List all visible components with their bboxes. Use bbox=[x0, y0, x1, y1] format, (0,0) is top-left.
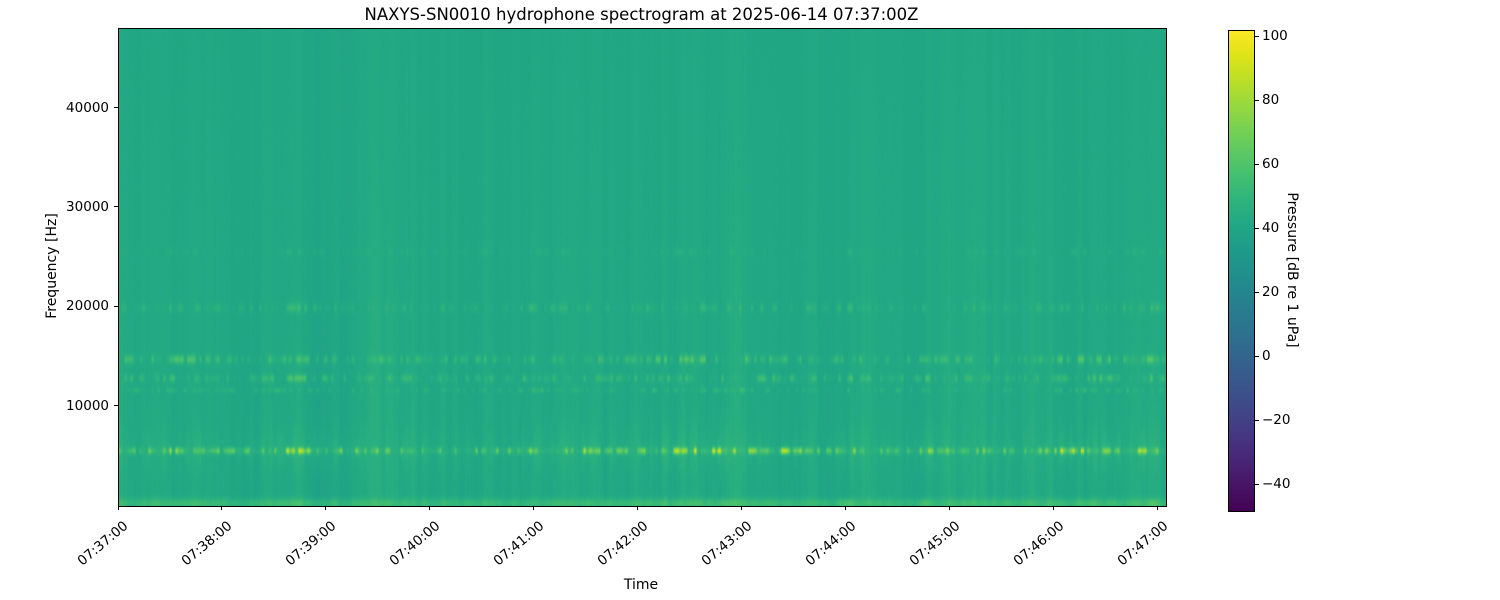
x-axis-label: Time bbox=[623, 577, 659, 593]
y-tick-label: 40000 bbox=[66, 99, 109, 116]
spectrogram-canvas bbox=[119, 29, 1166, 506]
y-tick-label: 10000 bbox=[66, 397, 109, 414]
colorbar-tick-mark bbox=[1255, 419, 1259, 421]
colorbar-tick-label: 80 bbox=[1262, 92, 1280, 109]
x-tick-label: 07:47:00 bbox=[1114, 518, 1172, 570]
colorbar-tick-label: −40 bbox=[1262, 476, 1291, 493]
colorbar bbox=[1228, 30, 1255, 512]
x-tick-mark bbox=[741, 506, 743, 510]
x-tick-label: 07:40:00 bbox=[386, 518, 444, 570]
y-tick-mark bbox=[114, 405, 118, 407]
y-tick-mark bbox=[114, 107, 118, 108]
x-tick-label: 07:46:00 bbox=[1010, 518, 1068, 570]
x-tick-label: 07:41:00 bbox=[490, 518, 548, 570]
colorbar-tick-label: 60 bbox=[1262, 156, 1280, 173]
x-tick-label: 07:42:00 bbox=[594, 518, 652, 570]
colorbar-label: Pressure [dB re 1 uPa] bbox=[1284, 192, 1300, 348]
x-tick-mark bbox=[949, 506, 951, 510]
x-tick-label: 07:44:00 bbox=[802, 518, 860, 570]
x-tick-label: 07:43:00 bbox=[698, 518, 756, 570]
colorbar-gradient bbox=[1229, 31, 1254, 511]
colorbar-tick-label: 0 bbox=[1262, 348, 1271, 365]
colorbar-tick-mark bbox=[1255, 291, 1259, 293]
x-tick-label: 07:38:00 bbox=[178, 518, 236, 570]
x-tick-mark bbox=[117, 506, 119, 510]
x-tick-mark bbox=[429, 506, 431, 510]
y-tick-label: 30000 bbox=[66, 198, 109, 215]
x-tick-mark bbox=[533, 506, 535, 510]
x-tick-mark bbox=[221, 506, 223, 510]
x-tick-mark bbox=[845, 506, 847, 510]
colorbar-tick-mark bbox=[1255, 35, 1259, 37]
x-tick-label: 07:37:00 bbox=[74, 518, 132, 570]
colorbar-tick-label: 40 bbox=[1262, 220, 1280, 237]
y-tick-label: 20000 bbox=[66, 298, 109, 315]
x-tick-mark bbox=[1053, 506, 1055, 510]
colorbar-tick-mark bbox=[1255, 227, 1259, 229]
colorbar-tick-mark bbox=[1255, 483, 1259, 485]
colorbar-tick-label: 100 bbox=[1262, 28, 1288, 45]
x-tick-mark bbox=[1157, 506, 1159, 510]
y-tick-mark bbox=[114, 305, 118, 307]
colorbar-tick-mark bbox=[1255, 355, 1259, 357]
x-tick-label: 07:39:00 bbox=[282, 518, 340, 570]
x-tick-label: 07:45:00 bbox=[906, 518, 964, 570]
colorbar-tick-mark bbox=[1255, 99, 1259, 101]
chart-title: NAXYS-SN0010 hydrophone spectrogram at 2… bbox=[364, 5, 919, 24]
x-tick-mark bbox=[637, 506, 639, 510]
colorbar-tick-label: −20 bbox=[1262, 412, 1291, 429]
y-tick-mark bbox=[114, 206, 118, 208]
x-tick-mark bbox=[325, 506, 327, 510]
plot-area bbox=[118, 28, 1167, 507]
colorbar-tick-label: 20 bbox=[1262, 284, 1280, 301]
colorbar-tick-mark bbox=[1255, 163, 1259, 165]
